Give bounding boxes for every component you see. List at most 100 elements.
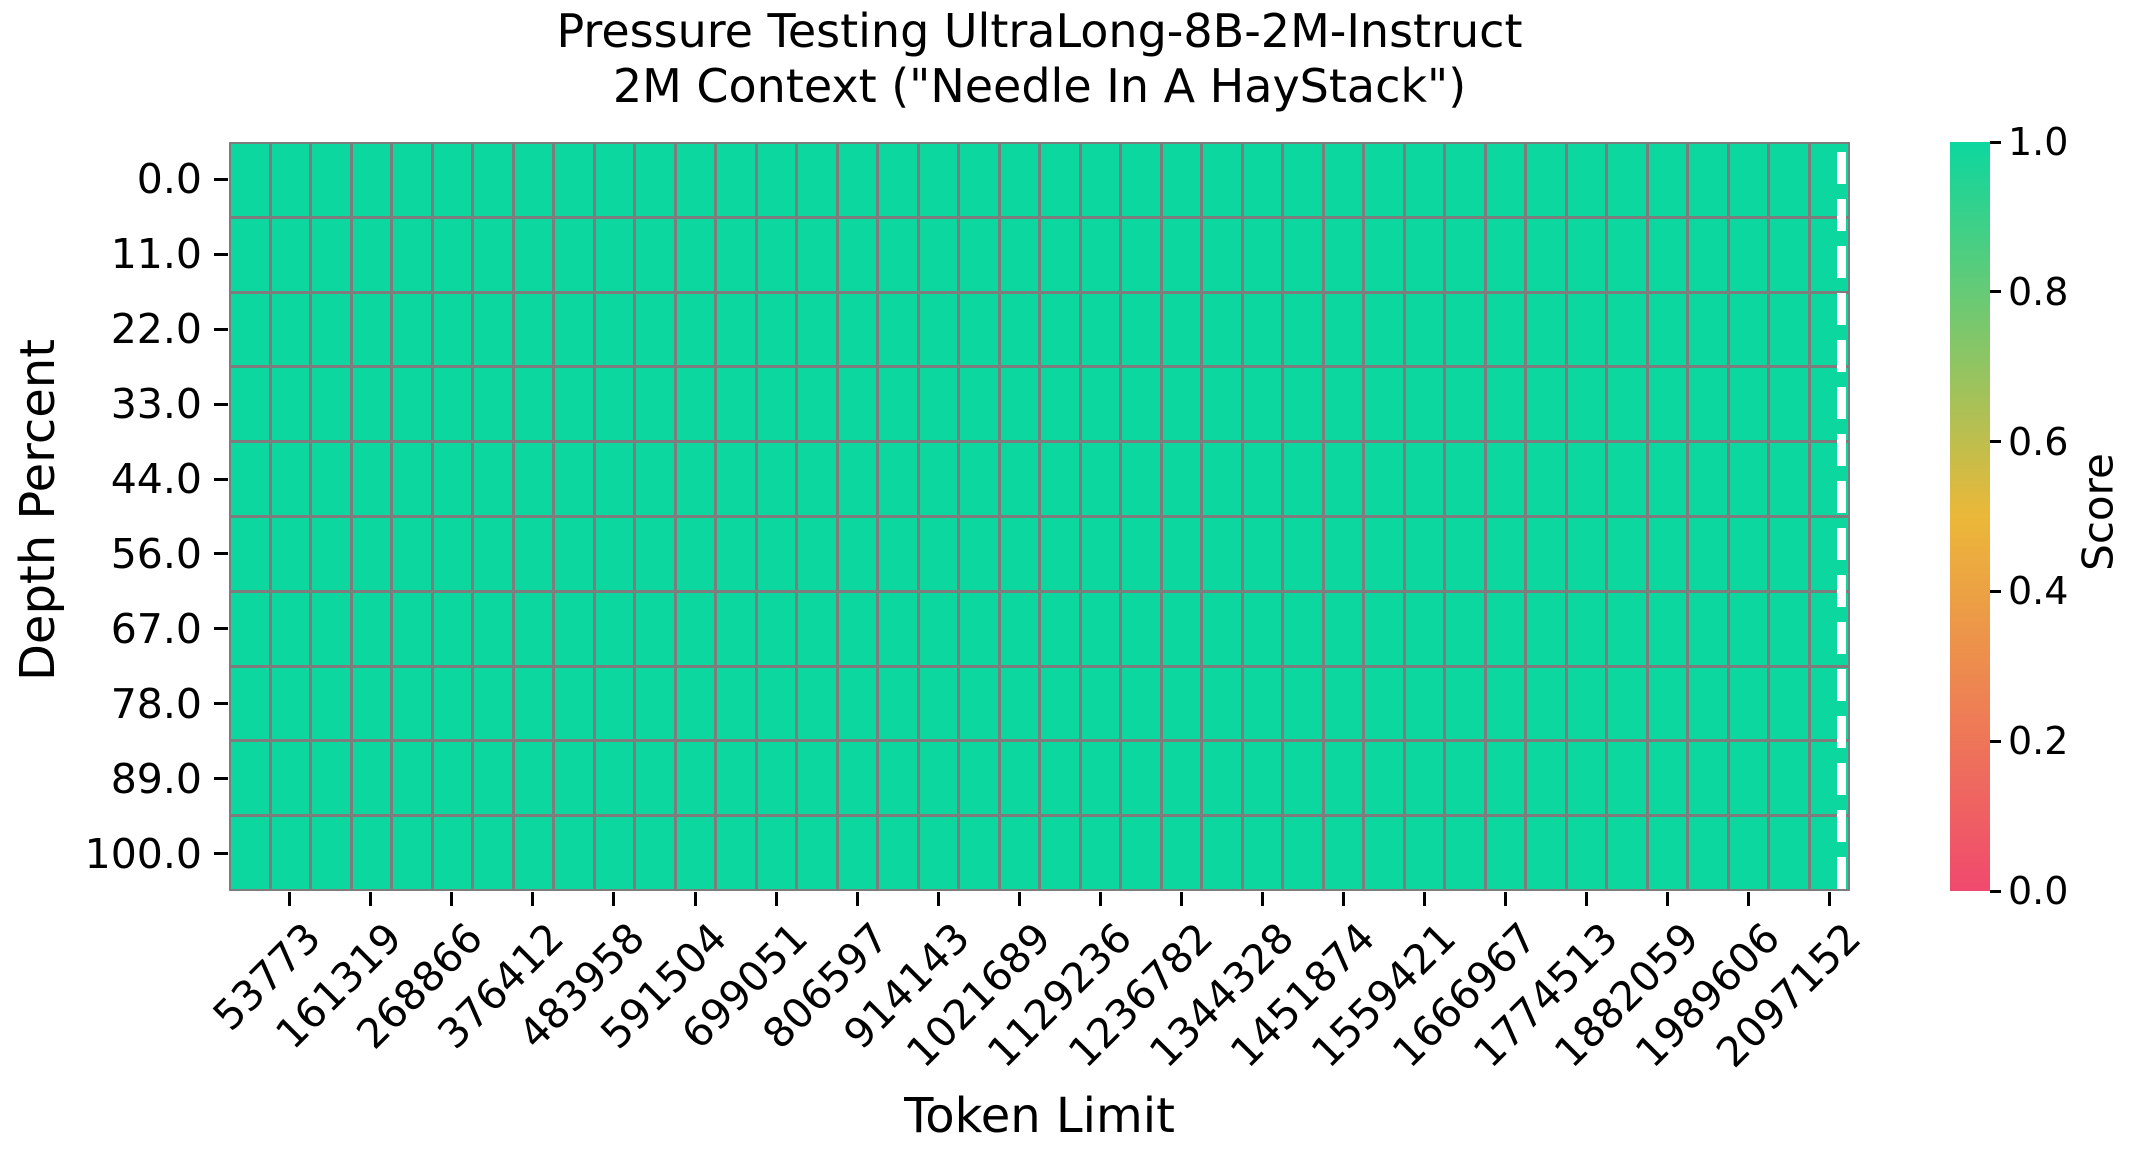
heatmap-cell xyxy=(312,293,350,366)
heatmap-cell xyxy=(1729,218,1767,291)
heatmap-cell xyxy=(798,592,836,665)
heatmap-cell xyxy=(798,817,836,889)
heatmap-cell xyxy=(555,443,593,515)
heatmap-cell xyxy=(838,667,876,740)
heatmap-cell xyxy=(1000,592,1038,665)
heatmap-cell xyxy=(1446,218,1484,291)
heatmap-cell xyxy=(960,667,998,740)
heatmap-cell xyxy=(1041,667,1079,740)
heatmap-cell xyxy=(352,817,390,889)
heatmap-cell xyxy=(1608,742,1646,815)
heatmap-cell xyxy=(838,817,876,889)
heatmap-cell xyxy=(1770,518,1808,590)
heatmap-cell xyxy=(1365,742,1403,815)
heatmap-cell xyxy=(474,817,512,889)
heatmap-cell xyxy=(1284,293,1322,366)
heatmap-cell xyxy=(757,293,795,366)
heatmap-cell xyxy=(1608,518,1646,590)
chart-title: Pressure Testing UltraLong-8B-2M-Instruc… xyxy=(229,4,1850,114)
heatmap-cell xyxy=(1608,443,1646,515)
heatmap-cell xyxy=(1608,368,1646,441)
heatmap-cell xyxy=(757,368,795,441)
heatmap-cell xyxy=(1162,144,1200,216)
heatmap-cell xyxy=(1770,144,1808,216)
heatmap-cell xyxy=(1365,218,1403,291)
heatmap-cell xyxy=(1081,817,1119,889)
heatmap-cell xyxy=(879,218,917,291)
heatmap-cell xyxy=(717,368,755,441)
heatmap-cell xyxy=(1041,144,1079,216)
heatmap-cell xyxy=(676,293,714,366)
heatmap-cell xyxy=(514,443,552,515)
colorbar-tick-label: 0.6 xyxy=(2008,419,2069,464)
heatmap-cell xyxy=(798,144,836,216)
heatmap-cell xyxy=(393,518,431,590)
heatmap-cell xyxy=(231,293,269,366)
heatmap-cell xyxy=(1689,817,1727,889)
heatmap-cell xyxy=(1486,742,1524,815)
heatmap-cell xyxy=(879,518,917,590)
heatmap-cell xyxy=(1324,518,1362,590)
heatmap-cell xyxy=(1446,817,1484,889)
y-tick-label: 56.0 xyxy=(110,529,202,578)
heatmap-cell xyxy=(919,742,957,815)
colorbar-tick-label: 0.0 xyxy=(2008,869,2069,913)
heatmap-cell xyxy=(595,817,633,889)
heatmap-cell xyxy=(636,518,674,590)
heatmap-cell xyxy=(636,218,674,291)
heatmap-cell xyxy=(919,368,957,441)
x-tick-mark xyxy=(774,892,778,906)
heatmap-cell xyxy=(393,144,431,216)
heatmap-cell xyxy=(717,592,755,665)
heatmap-cell xyxy=(1446,443,1484,515)
heatmap-cell xyxy=(919,667,957,740)
y-tick-label: 22.0 xyxy=(110,305,202,354)
heatmap-cell xyxy=(1446,667,1484,740)
heatmap-cell xyxy=(1203,592,1241,665)
colorbar-tick-label: 0.8 xyxy=(2008,269,2069,314)
heatmap-cell xyxy=(636,293,674,366)
heatmap-cell xyxy=(1000,144,1038,216)
x-tick-mark xyxy=(1747,892,1751,906)
heatmap-cell xyxy=(595,144,633,216)
y-tick-mark xyxy=(214,402,228,406)
heatmap-cell xyxy=(1000,667,1038,740)
heatmap-cell xyxy=(514,293,552,366)
heatmap-cell xyxy=(1567,368,1605,441)
heatmap-cell xyxy=(1365,592,1403,665)
heatmap-cell xyxy=(1405,742,1443,815)
heatmap-cell xyxy=(1041,518,1079,590)
heatmap-cell xyxy=(595,518,633,590)
heatmap-cell xyxy=(1567,592,1605,665)
heatmap-cell xyxy=(676,144,714,216)
heatmap-cell xyxy=(798,293,836,366)
heatmap-cell xyxy=(1527,368,1565,441)
heatmap-cell xyxy=(312,144,350,216)
heatmap-cell xyxy=(352,293,390,366)
heatmap-cell xyxy=(271,144,309,216)
heatmap-cell xyxy=(960,518,998,590)
heatmap-cell xyxy=(1041,592,1079,665)
heatmap-cell xyxy=(1122,667,1160,740)
heatmap-cell xyxy=(312,443,350,515)
heatmap-cell xyxy=(271,518,309,590)
heatmap-cell xyxy=(1567,667,1605,740)
heatmap-cell xyxy=(433,742,471,815)
heatmap-cell xyxy=(1770,293,1808,366)
heatmap-cell xyxy=(1203,368,1241,441)
heatmap-cell xyxy=(1324,368,1362,441)
heatmap-cell xyxy=(676,667,714,740)
heatmap-cell xyxy=(1729,742,1767,815)
heatmap-cell xyxy=(1689,518,1727,590)
heatmap-cell xyxy=(393,817,431,889)
heatmap-cell xyxy=(1689,368,1727,441)
x-tick-mark xyxy=(855,892,859,906)
heatmap-cell xyxy=(838,742,876,815)
heatmap-cell xyxy=(1162,518,1200,590)
colorbar-tick-label: 0.4 xyxy=(2008,569,2069,614)
heatmap-cell xyxy=(352,368,390,441)
heatmap-cell xyxy=(1162,368,1200,441)
heatmap-cell xyxy=(474,667,512,740)
heatmap-cell xyxy=(1324,592,1362,665)
heatmap-cell xyxy=(1081,518,1119,590)
